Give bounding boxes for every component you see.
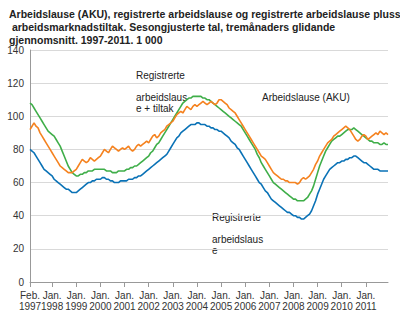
svg-text:2003: 2003 (162, 301, 185, 312)
svg-text:100: 100 (7, 111, 24, 122)
svg-text:arbeidslaus: arbeidslaus (136, 92, 187, 103)
svg-text:2000: 2000 (89, 301, 112, 312)
svg-text:gjennomsnitt. 1997-2011. 1 000: gjennomsnitt. 1997-2011. 1 000 (9, 34, 163, 46)
svg-text:Jan.: Jan. (67, 290, 86, 301)
svg-text:Jan.: Jan. (187, 290, 206, 301)
svg-text:2008: 2008 (282, 301, 305, 312)
svg-text:0: 0 (18, 277, 24, 288)
svg-text:120: 120 (7, 78, 24, 89)
svg-text:Jan.: Jan. (212, 290, 231, 301)
svg-text:Jan.: Jan. (284, 290, 303, 301)
svg-text:e: e (212, 245, 218, 256)
svg-text:80: 80 (13, 144, 25, 155)
svg-text:2010: 2010 (331, 301, 354, 312)
svg-text:Jan.: Jan. (332, 290, 351, 301)
svg-text:2005: 2005 (210, 301, 233, 312)
svg-text:Jan.: Jan. (91, 290, 110, 301)
svg-text:Jan.: Jan. (236, 290, 255, 301)
svg-text:2006: 2006 (234, 301, 257, 312)
svg-text:1999: 1999 (65, 301, 88, 312)
svg-text:2001: 2001 (113, 301, 136, 312)
svg-text:2002: 2002 (138, 301, 161, 312)
svg-text:arbeidslaus: arbeidslaus (212, 234, 263, 245)
svg-text:Jan.: Jan. (115, 290, 134, 301)
svg-text:Jan.: Jan. (163, 290, 182, 301)
svg-text:2009: 2009 (306, 301, 329, 312)
svg-text:40: 40 (13, 210, 25, 221)
svg-text:Jan.: Jan. (260, 290, 279, 301)
svg-text:Registrerte: Registrerte (136, 70, 185, 81)
svg-text:e + tiltak: e + tiltak (136, 103, 175, 114)
svg-text:Jan.: Jan. (43, 290, 62, 301)
svg-text:arbeidsmarknadstiltak. Sesongj: arbeidsmarknadstiltak. Sesongjusterte ta… (9, 21, 338, 33)
svg-text:Jan.: Jan. (308, 290, 327, 301)
svg-text:20: 20 (13, 243, 25, 254)
svg-text:2011: 2011 (355, 301, 377, 312)
svg-text:Arbeidslause (AKU), registrert: Arbeidslause (AKU), registrerte arbeidsl… (9, 8, 400, 20)
svg-text:1997: 1997 (19, 301, 42, 312)
svg-text:60: 60 (13, 177, 25, 188)
svg-text:Jan.: Jan. (356, 290, 375, 301)
svg-text:2007: 2007 (258, 301, 281, 312)
svg-text:Feb.: Feb. (20, 290, 40, 301)
svg-text:Jan.: Jan. (139, 290, 158, 301)
svg-text:140: 140 (7, 45, 24, 56)
svg-text:1998: 1998 (41, 301, 64, 312)
svg-text:Arbeidslause (AKU): Arbeidslause (AKU) (262, 92, 350, 103)
svg-text:Registrerte: Registrerte (212, 212, 261, 223)
svg-text:2004: 2004 (186, 301, 209, 312)
